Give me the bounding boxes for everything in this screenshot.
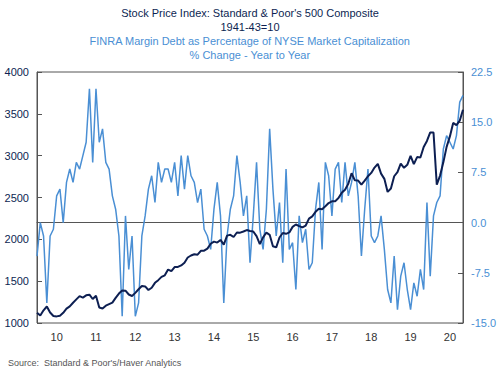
svg-text:Source: Standard & Poor's/Hav: Source: Standard & Poor's/Haver Analytic…: [8, 358, 182, 368]
svg-text:7.5: 7.5: [471, 166, 486, 178]
svg-text:17: 17: [326, 331, 338, 343]
svg-text:10: 10: [51, 331, 63, 343]
svg-text:12: 12: [129, 331, 141, 343]
svg-text:14: 14: [208, 331, 220, 343]
svg-text:18: 18: [365, 331, 377, 343]
svg-text:3500: 3500: [5, 108, 29, 120]
svg-text:11: 11: [90, 331, 101, 343]
svg-text:22.5: 22.5: [471, 66, 492, 78]
svg-text:15: 15: [247, 331, 259, 343]
svg-text:20: 20: [444, 331, 456, 343]
svg-text:1941-43=10: 1941-43=10: [220, 21, 279, 33]
svg-text:0.0: 0.0: [471, 217, 486, 229]
svg-text:2500: 2500: [5, 192, 29, 204]
svg-text:-15.0: -15.0: [471, 317, 496, 329]
svg-text:FINRA Margin Debt as Percentag: FINRA Margin Debt as Percentage of NYSE …: [90, 35, 410, 47]
svg-text:1000: 1000: [5, 317, 29, 329]
svg-text:2000: 2000: [5, 233, 29, 245]
svg-text:15.0: 15.0: [471, 116, 492, 128]
svg-text:Stock Price Index: Standard &: Stock Price Index: Standard & Poor's 500…: [121, 7, 379, 19]
svg-text:-7.5: -7.5: [471, 267, 490, 279]
svg-text:13: 13: [169, 331, 181, 343]
svg-text:% Change - Year to Year: % Change - Year to Year: [190, 49, 311, 61]
svg-text:3000: 3000: [5, 150, 29, 162]
svg-text:19: 19: [404, 331, 416, 343]
svg-text:4000: 4000: [5, 66, 29, 78]
svg-text:1500: 1500: [5, 275, 29, 287]
svg-text:16: 16: [286, 331, 298, 343]
